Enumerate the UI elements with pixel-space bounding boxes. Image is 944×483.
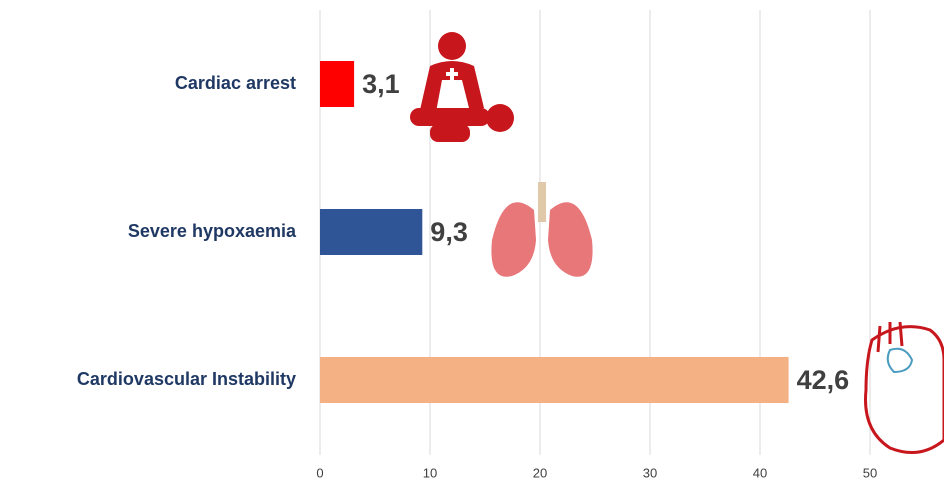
category-label: Cardiac arrest bbox=[175, 73, 296, 93]
x-tick-label: 0 bbox=[316, 465, 323, 480]
bar bbox=[320, 357, 789, 403]
x-tick-label: 50 bbox=[863, 465, 877, 480]
value-label: 42,6 bbox=[797, 365, 850, 395]
value-label: 3,1 bbox=[362, 69, 400, 99]
cpr-icon bbox=[410, 32, 514, 142]
category-label: Cardiovascular Instability bbox=[77, 369, 296, 389]
lungs-icon bbox=[491, 182, 592, 277]
x-tick-label: 20 bbox=[533, 465, 547, 480]
x-tick-label: 30 bbox=[643, 465, 657, 480]
heart-icon bbox=[866, 322, 944, 453]
bar bbox=[320, 61, 354, 107]
x-tick-label: 40 bbox=[753, 465, 767, 480]
chart: 0 10 20 30 40 50 Cardiac arrest 3,1 Severe hypox… bbox=[0, 0, 944, 483]
x-tick-label: 10 bbox=[423, 465, 437, 480]
category-label: Severe hypoxaemia bbox=[128, 221, 297, 241]
value-label: 9,3 bbox=[430, 217, 468, 247]
bar bbox=[320, 209, 422, 255]
